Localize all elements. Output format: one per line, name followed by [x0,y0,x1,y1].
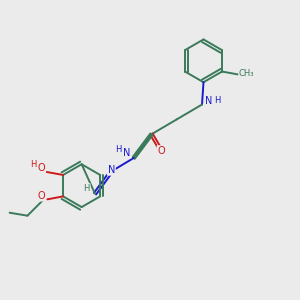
Text: CH₃: CH₃ [239,68,254,77]
Text: O: O [37,164,45,173]
Text: N: N [108,165,115,175]
Text: H: H [83,184,90,193]
Text: O: O [38,191,45,201]
Text: N: N [205,96,212,106]
Text: H: H [116,145,122,154]
Text: O: O [158,146,165,156]
Text: H: H [214,97,220,106]
Text: H: H [30,160,37,169]
Text: N: N [123,148,131,158]
